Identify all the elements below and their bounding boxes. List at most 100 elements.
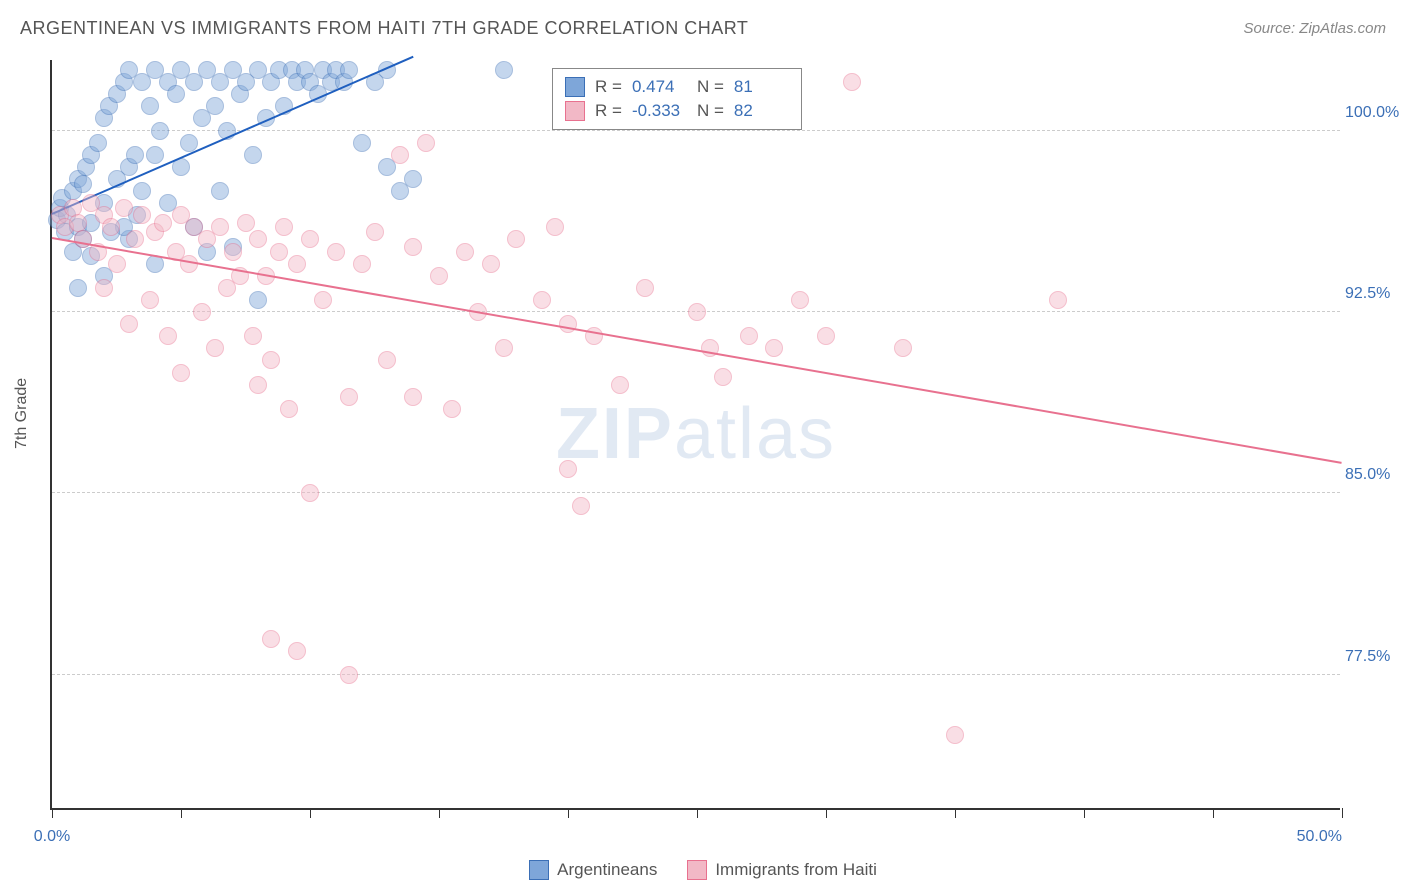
n-value-1: 81 [734,77,789,97]
n-label-1: N = [697,77,724,97]
data-point [249,230,267,248]
data-point [404,170,422,188]
data-point [843,73,861,91]
data-point [115,199,133,217]
data-point [244,146,262,164]
data-point [404,388,422,406]
r-label-2: R = [595,101,622,121]
gridline-h [52,674,1340,675]
data-point [507,230,525,248]
data-point [327,243,345,261]
data-point [224,243,242,261]
n-label-2: N = [697,101,724,121]
data-point [141,97,159,115]
data-point [206,339,224,357]
data-point [275,218,293,236]
x-tick-label: 50.0% [1297,828,1342,846]
data-point [391,146,409,164]
data-point [141,291,159,309]
data-point [151,122,169,140]
watermark: ZIPatlas [556,393,836,475]
data-point [340,666,358,684]
data-point [133,206,151,224]
swatch-series-2 [565,101,585,121]
data-point [301,484,319,502]
data-point [404,238,422,256]
x-tick [439,808,440,818]
data-point [288,642,306,660]
legend-label-2: Immigrants from Haiti [715,860,877,880]
data-point [559,460,577,478]
data-point [211,218,229,236]
data-point [314,291,332,309]
chart-plot-area: ZIPatlas R = 0.474 N = 81 R = -0.333 N =… [50,60,1340,810]
x-tick [568,808,569,818]
stats-row-series-1: R = 0.474 N = 81 [565,75,789,99]
data-point [74,175,92,193]
chart-title: ARGENTINEAN VS IMMIGRANTS FROM HAITI 7TH… [20,18,748,39]
y-tick-label: 85.0% [1345,466,1406,484]
correlation-stats-box: R = 0.474 N = 81 R = -0.333 N = 82 [552,68,802,130]
data-point [154,214,172,232]
data-point [572,497,590,515]
data-point [636,279,654,297]
data-point [180,134,198,152]
data-point [126,146,144,164]
data-point [108,255,126,273]
y-tick-label: 77.5% [1345,648,1406,666]
data-point [146,146,164,164]
data-point [482,255,500,273]
trend-line [52,237,1342,464]
y-tick-label: 100.0% [1345,104,1406,122]
data-point [443,400,461,418]
data-point [262,351,280,369]
data-point [301,230,319,248]
data-point [765,339,783,357]
data-point [249,376,267,394]
data-point [159,327,177,345]
data-point [495,61,513,79]
x-tick [181,808,182,818]
data-point [559,315,577,333]
data-point [89,134,107,152]
data-point [69,214,87,232]
data-point [740,327,758,345]
n-value-2: 82 [734,101,789,121]
legend-item-1: Argentineans [529,860,657,880]
data-point [244,327,262,345]
data-point [249,291,267,309]
data-point [1049,291,1067,309]
data-point [946,726,964,744]
data-point [206,97,224,115]
y-axis-label: 7th Grade [13,378,31,449]
data-point [353,134,371,152]
data-point [714,368,732,386]
data-point [378,351,396,369]
watermark-atlas: atlas [674,394,836,474]
data-point [237,214,255,232]
data-point [280,400,298,418]
data-point [211,182,229,200]
data-point [533,291,551,309]
data-point [126,230,144,248]
gridline-h [52,492,1340,493]
data-point [417,134,435,152]
data-point [456,243,474,261]
r-value-1: 0.474 [632,77,687,97]
x-tick-label: 0.0% [34,828,70,846]
r-value-2: -0.333 [632,101,687,121]
x-tick [1213,808,1214,818]
x-tick [52,808,53,818]
data-point [69,279,87,297]
data-point [611,376,629,394]
data-point [340,61,358,79]
x-tick [697,808,698,818]
data-point [688,303,706,321]
data-point [120,315,138,333]
x-tick [826,808,827,818]
stats-row-series-2: R = -0.333 N = 82 [565,99,789,123]
data-point [353,255,371,273]
data-point [894,339,912,357]
legend-swatch-2 [687,860,707,880]
data-point [340,388,358,406]
